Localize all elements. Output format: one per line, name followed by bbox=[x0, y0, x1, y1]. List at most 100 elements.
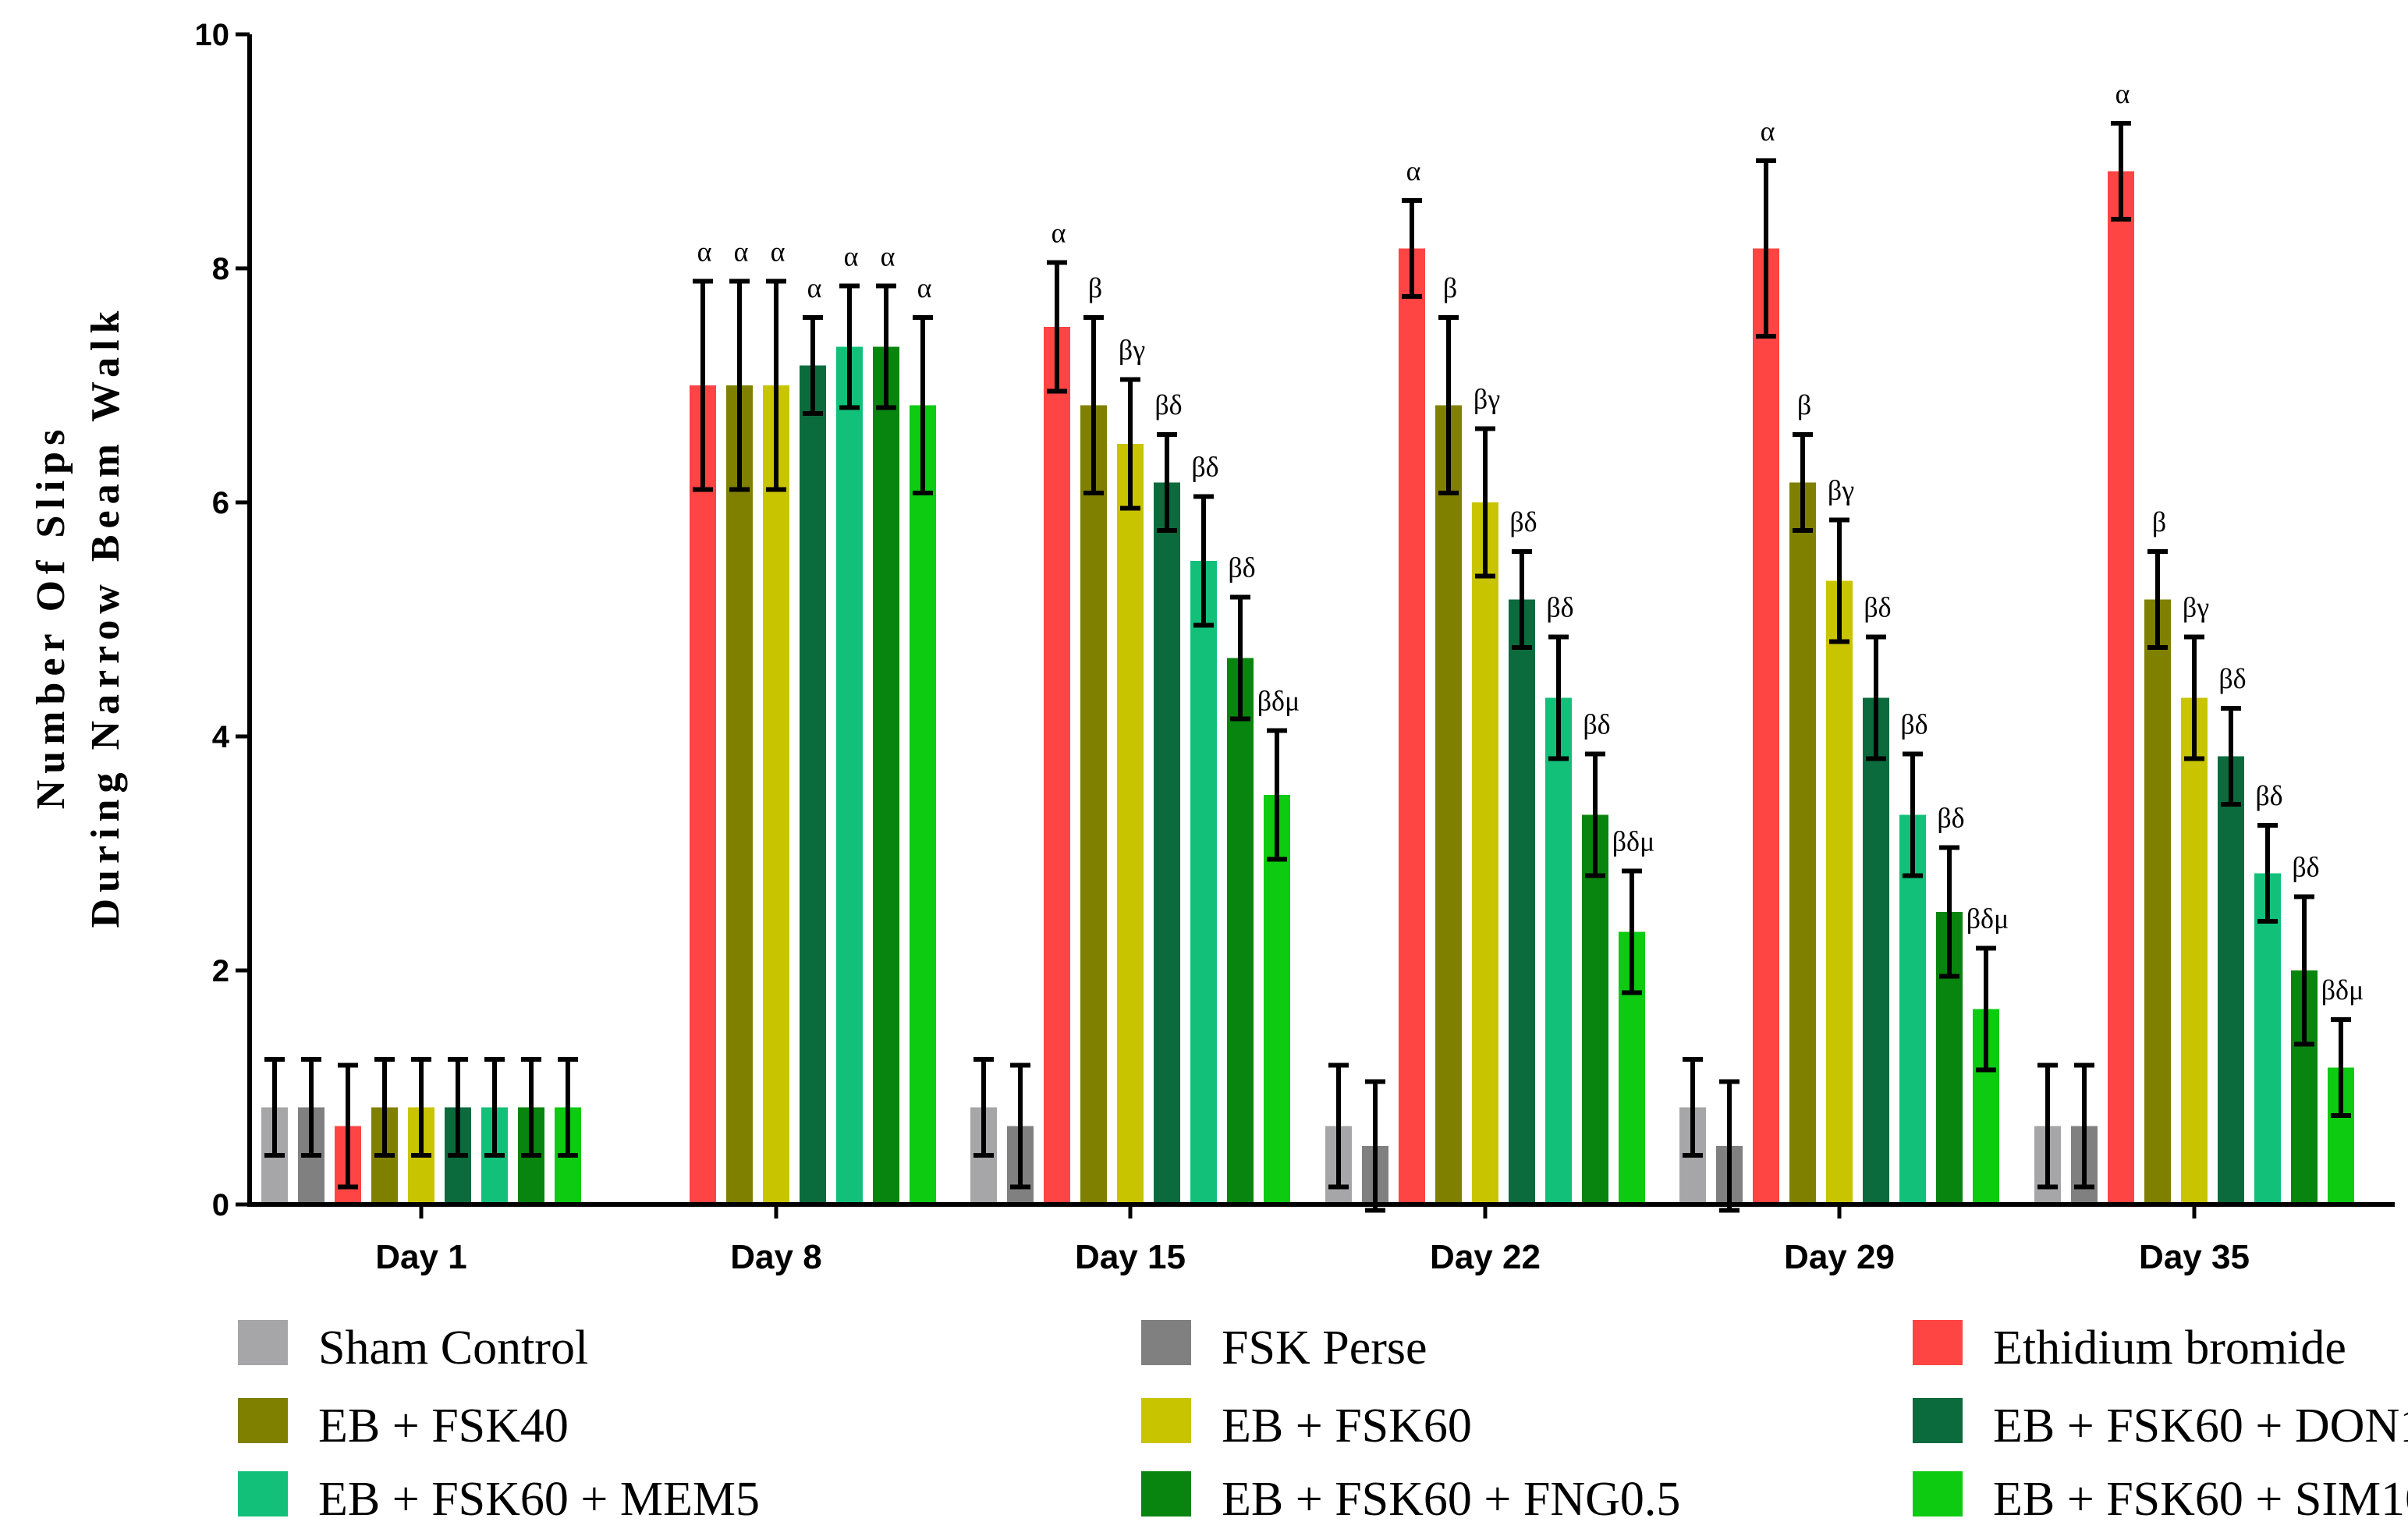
y-tick-label: 8 bbox=[212, 252, 229, 286]
bar bbox=[726, 385, 753, 1204]
bar bbox=[1899, 814, 1926, 1204]
x-axis: Day 1 Day 8 Day 15 Day 22 Day 29 Day 35 bbox=[247, 1202, 2395, 1276]
bar bbox=[1826, 580, 1853, 1204]
significance-label: βγ bbox=[1474, 384, 1500, 415]
significance-label: βγ bbox=[1119, 335, 1145, 366]
bar bbox=[1545, 697, 1572, 1204]
significance-label: β bbox=[1088, 272, 1102, 303]
y-tick-label: 4 bbox=[212, 720, 230, 754]
x-tick-label: Day 1 bbox=[375, 1238, 466, 1276]
legend-swatch bbox=[1913, 1398, 1963, 1443]
significance-label: βδμ bbox=[1612, 826, 1655, 857]
bar bbox=[1154, 482, 1180, 1204]
x-tick-label: Day 8 bbox=[730, 1238, 821, 1276]
y-tick-label: 0 bbox=[212, 1188, 229, 1222]
bar bbox=[2218, 756, 2244, 1204]
bar bbox=[1582, 814, 1608, 1204]
bar bbox=[1080, 405, 1107, 1204]
plot-area: α α ααα αααββγβδβδβδβδμαββγβδβδβδβδμαββγβδβ… bbox=[261, 78, 2364, 1213]
x-tick-label: Day 22 bbox=[1430, 1238, 1541, 1276]
legend-swatch bbox=[1913, 1320, 1963, 1365]
legend-label: FSK Perse bbox=[1222, 1321, 1427, 1375]
legend-swatch bbox=[238, 1320, 288, 1365]
bar bbox=[873, 346, 899, 1204]
legend-label: Ethidium bromide bbox=[1993, 1321, 2346, 1375]
significance-label: βδμ bbox=[1966, 903, 2009, 935]
bar bbox=[1044, 327, 1070, 1204]
bar bbox=[763, 385, 789, 1204]
significance-label: β bbox=[2152, 506, 2166, 537]
x-tick-label: Day 35 bbox=[2139, 1238, 2250, 1276]
significance-label: α bbox=[1761, 115, 1775, 147]
significance-label: βδ bbox=[2292, 852, 2319, 883]
significance-label: βδμ bbox=[2321, 974, 2364, 1006]
bar bbox=[1117, 444, 1144, 1204]
y-tick-label: 2 bbox=[212, 954, 229, 988]
significance-label: α bbox=[1406, 155, 1421, 186]
significance-label: α bbox=[844, 241, 859, 272]
bar bbox=[1472, 502, 1498, 1204]
significance-label: βδ bbox=[1900, 709, 1927, 740]
significance-label: βδ bbox=[1546, 592, 1573, 623]
significance-label: βδ bbox=[2218, 663, 2246, 694]
significance-label: α bbox=[697, 236, 712, 268]
bar bbox=[1227, 658, 1254, 1204]
bar bbox=[1863, 697, 1889, 1204]
bar bbox=[690, 385, 716, 1204]
x-tick-label: Day 29 bbox=[1784, 1238, 1895, 1276]
legend-swatch bbox=[1913, 1471, 1963, 1516]
bar bbox=[1789, 482, 1816, 1204]
legend-swatch bbox=[1141, 1471, 1191, 1516]
significance-label: βδμ bbox=[1257, 686, 1300, 717]
significance-label: βδ bbox=[2255, 780, 2282, 811]
significance-label: α bbox=[771, 236, 786, 268]
x-tick-label: Day 15 bbox=[1075, 1238, 1186, 1276]
significance-label: α bbox=[2115, 78, 2130, 109]
bar bbox=[2108, 171, 2134, 1204]
significance-label: βγ bbox=[1828, 475, 1854, 506]
bar bbox=[1509, 599, 1535, 1204]
significance-label: βδ bbox=[1154, 389, 1182, 420]
significance-label: α bbox=[917, 272, 932, 303]
bar bbox=[1399, 248, 1425, 1204]
legend-swatch bbox=[1141, 1320, 1191, 1365]
legend-label: EB + FSK60 + FNG0.5 bbox=[1222, 1473, 1680, 1526]
bar bbox=[836, 346, 863, 1204]
bar bbox=[2144, 599, 2171, 1204]
significance-label: α bbox=[734, 236, 749, 268]
bar bbox=[2254, 873, 2281, 1204]
bar bbox=[1264, 795, 1290, 1204]
significance-label: βδ bbox=[1937, 803, 1964, 834]
y-axis-title-line-1: Number Of Slips bbox=[29, 424, 73, 810]
y-axis-title: Number Of Slips During Narrow Beam Walk bbox=[29, 305, 128, 928]
significance-label: βδ bbox=[1583, 709, 1610, 740]
legend-label: EB + FSK40 bbox=[318, 1399, 569, 1453]
legend-label: EB + FSK60 + DON1 bbox=[1993, 1399, 2408, 1453]
legend-label: Sham Control bbox=[318, 1321, 588, 1375]
bar bbox=[1753, 248, 1779, 1204]
significance-label: βδ bbox=[1864, 592, 1891, 623]
legend-swatch bbox=[238, 1398, 288, 1443]
legend-label: EB + FSK60 + MEM5 bbox=[318, 1473, 760, 1526]
bar bbox=[2181, 697, 2208, 1204]
bar bbox=[1190, 561, 1217, 1204]
y-axis: 0 2 4 6 8 10 bbox=[195, 18, 252, 1222]
significance-label: βγ bbox=[2183, 592, 2209, 623]
bar bbox=[910, 405, 936, 1204]
significance-label: βδ bbox=[1509, 506, 1537, 537]
significance-label: α bbox=[1052, 218, 1066, 249]
bar bbox=[800, 365, 826, 1204]
y-axis-title-line-2: During Narrow Beam Walk bbox=[83, 305, 128, 928]
significance-label: β bbox=[1797, 389, 1811, 420]
significance-label: βδ bbox=[1191, 452, 1218, 483]
legend-swatch bbox=[238, 1471, 288, 1516]
legend-swatch bbox=[1141, 1398, 1191, 1443]
significance-label: α bbox=[807, 272, 822, 303]
legend-label: EB + FSK60 bbox=[1222, 1399, 1472, 1453]
significance-label: α bbox=[881, 241, 895, 272]
y-tick-label: 6 bbox=[212, 486, 229, 520]
bar bbox=[1435, 405, 1462, 1204]
significance-label: β bbox=[1443, 272, 1457, 303]
legend: Sham Control FSK Perse Ethidium bromide EB … bbox=[238, 1320, 2408, 1526]
